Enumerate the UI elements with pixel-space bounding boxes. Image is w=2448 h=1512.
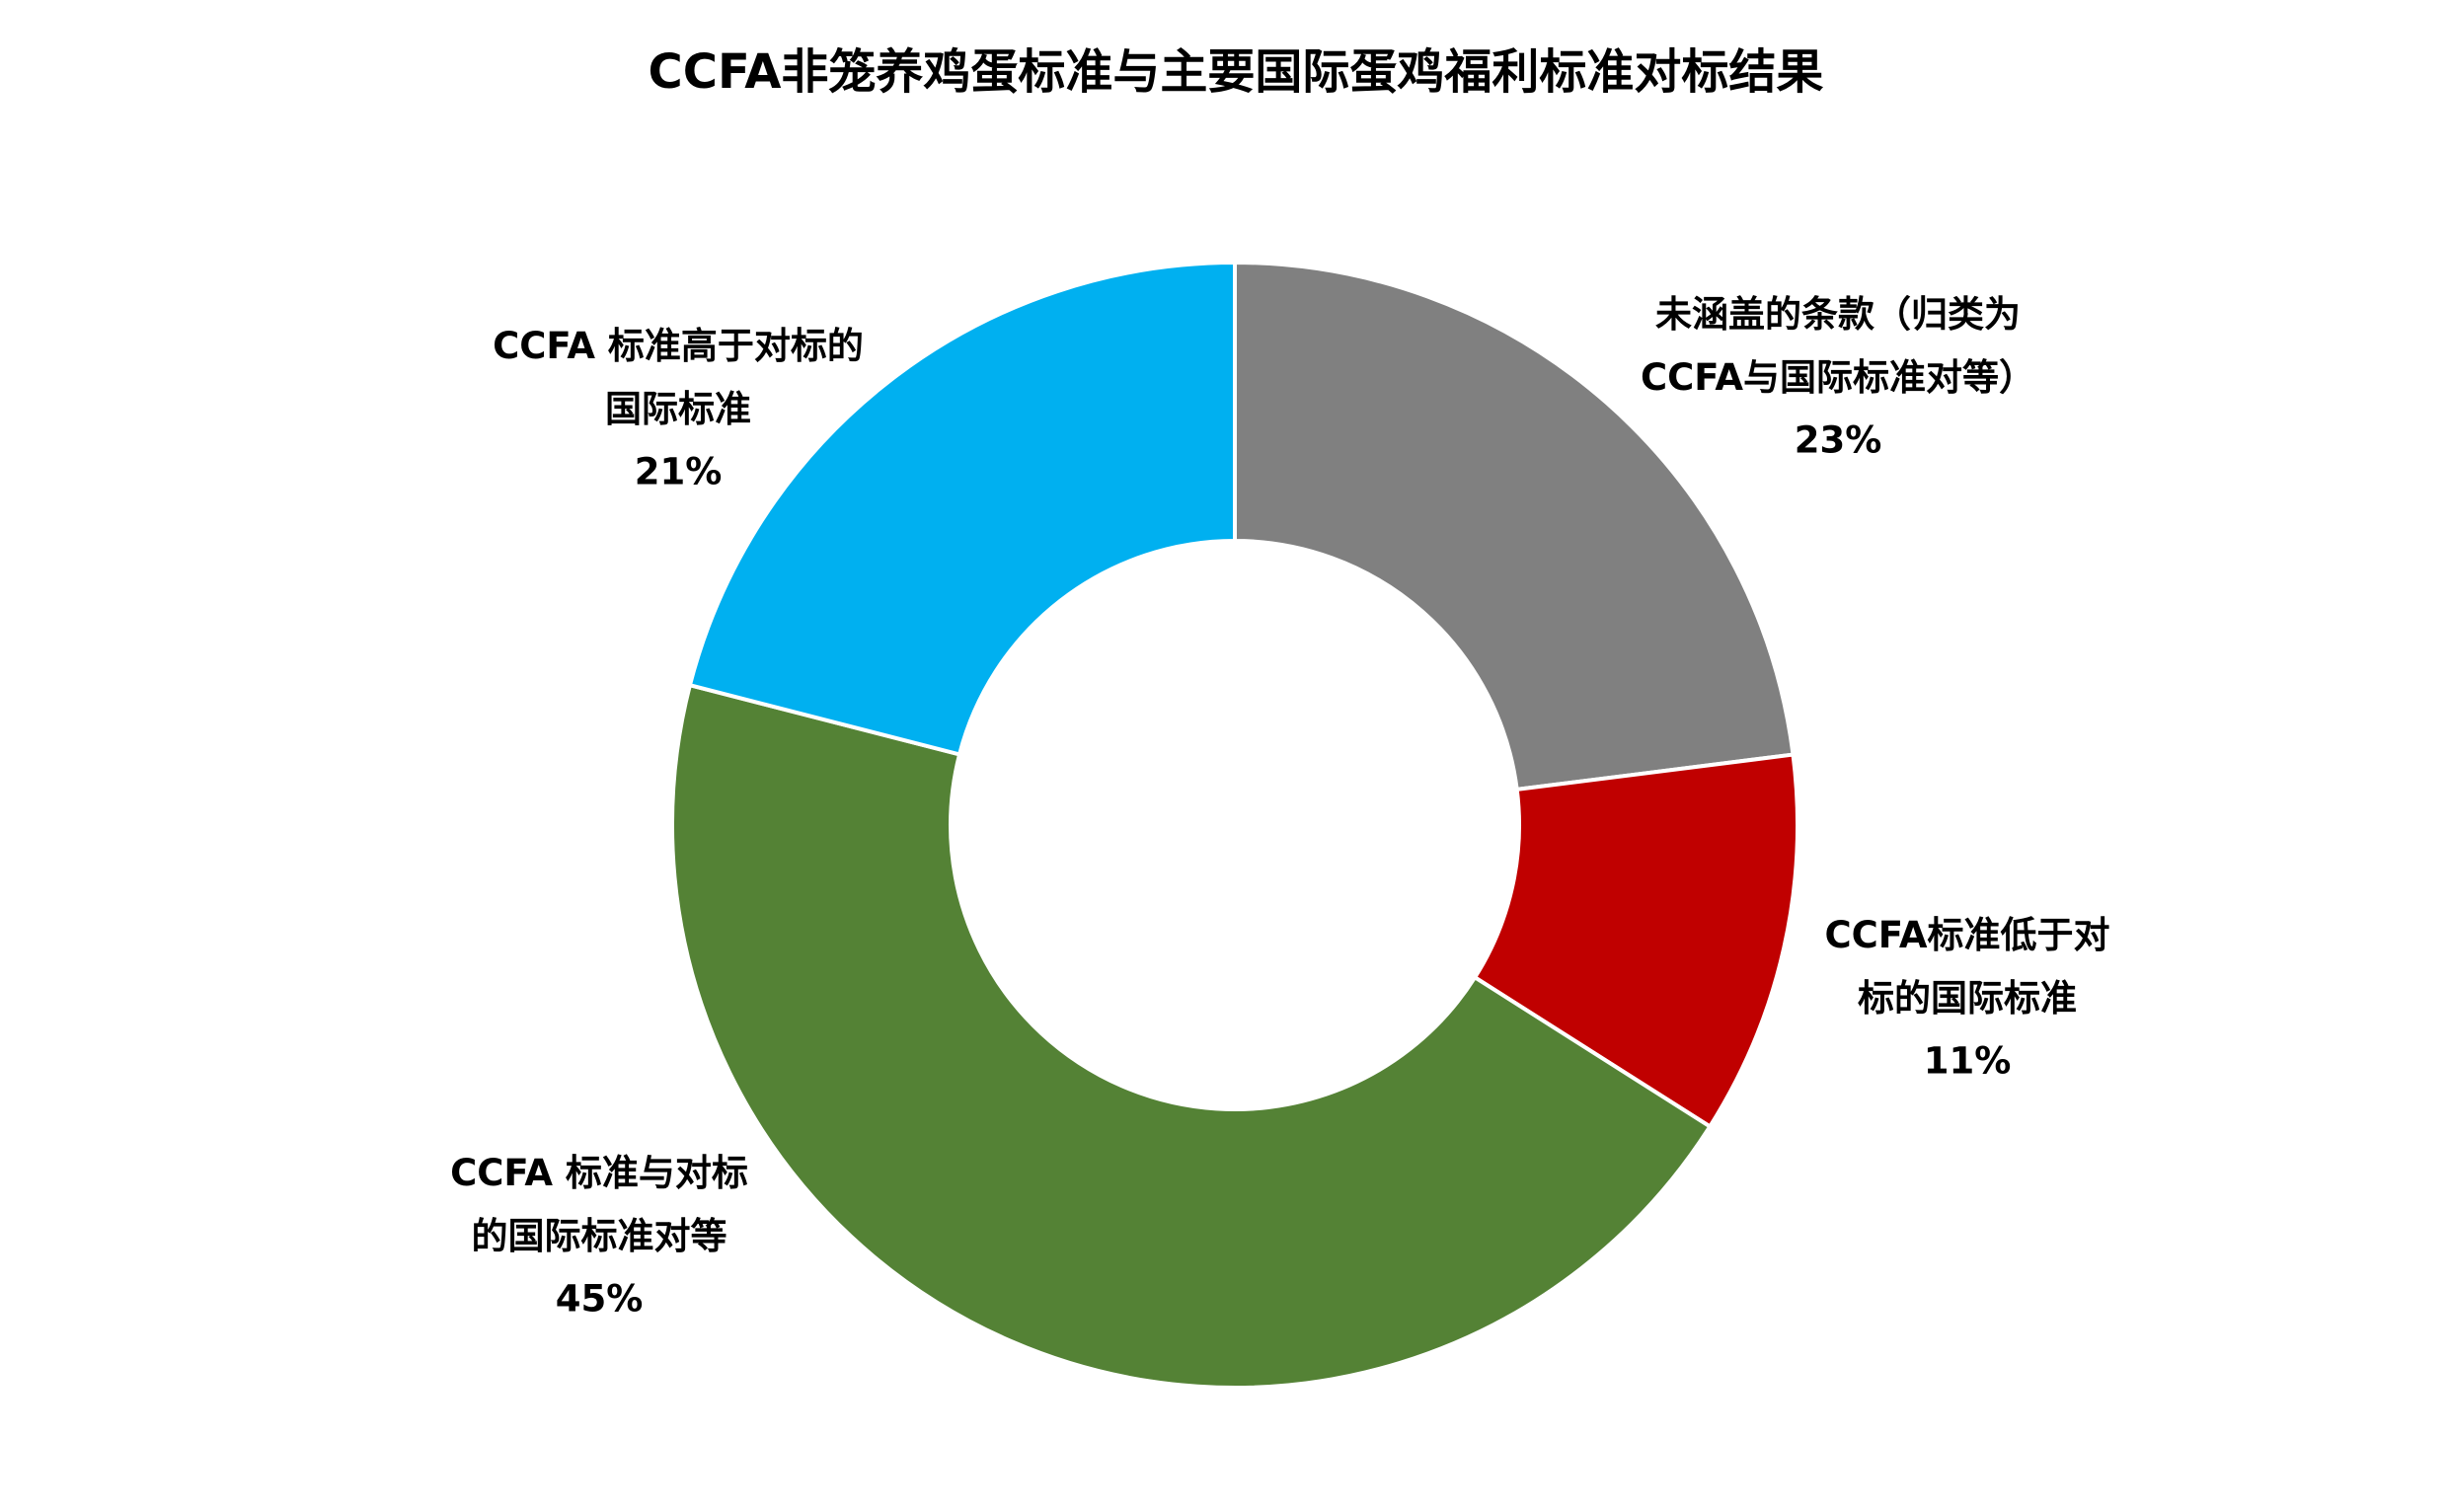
value-label: 45% — [556, 1278, 644, 1321]
donut-slice — [1233, 260, 1796, 793]
value-label: 21% — [635, 451, 723, 493]
chart-title: CCFA非笼养鸡蛋标准与主要国际蛋鸡福利标准对标结果 — [649, 44, 1824, 100]
slice-label: CCFA标准低于对标的国际标准 — [1825, 914, 2110, 1020]
donut-slice — [1472, 752, 1799, 1130]
value-label: 11% — [1924, 1040, 2012, 1083]
slice-label: CCFA 标准高于对标的国际标准 — [493, 325, 864, 430]
donut-slice — [670, 682, 1714, 1390]
donut-slice — [687, 260, 1237, 757]
value-label: 23% — [1795, 419, 1882, 462]
slice-label: CCFA 标准与对标的国际标准对等 — [450, 1152, 748, 1257]
slice-label: 未涵盖的条款（归类为 CCFA与国际标准对等） — [1641, 293, 2035, 399]
